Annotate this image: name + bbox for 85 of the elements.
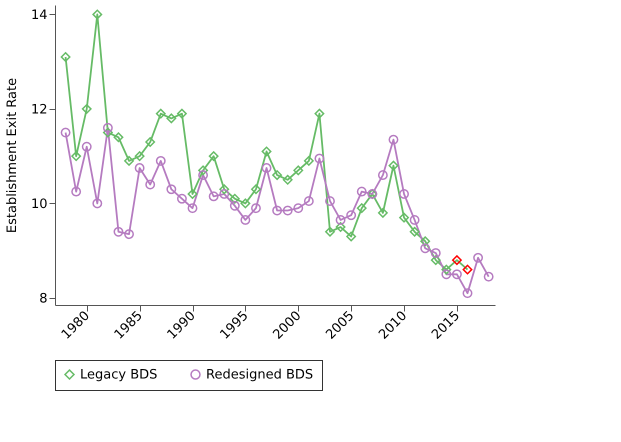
point: [198, 170, 208, 180]
point: [71, 186, 82, 197]
point: [145, 180, 156, 190]
point: [262, 146, 272, 156]
point: [92, 10, 102, 20]
point: [240, 215, 250, 225]
point: [134, 163, 145, 173]
point: [462, 288, 472, 298]
point: [325, 226, 335, 237]
point: [293, 165, 304, 176]
point: [430, 248, 441, 258]
point: [304, 196, 314, 206]
point: [114, 132, 124, 142]
point: [356, 186, 367, 197]
point: [60, 128, 71, 138]
point: [441, 269, 452, 280]
point: [71, 151, 82, 162]
point: [441, 264, 452, 274]
point: [272, 206, 282, 216]
y-tick-label: 8: [39, 291, 48, 306]
point: [282, 206, 293, 216]
point: [166, 184, 176, 194]
point: [230, 194, 240, 204]
point: [325, 196, 335, 206]
point: [293, 203, 304, 214]
point: [399, 212, 409, 223]
point: [134, 151, 145, 162]
point: [314, 108, 324, 119]
y-tick-label: 14: [30, 8, 48, 23]
point: [188, 189, 198, 199]
point: [219, 189, 230, 199]
point: [473, 252, 484, 263]
point: [452, 269, 462, 280]
point: [251, 184, 261, 194]
point: [124, 156, 134, 166]
point: [145, 137, 156, 147]
point: [230, 200, 240, 211]
point: [219, 184, 230, 194]
point: [399, 189, 409, 199]
point: [82, 142, 92, 152]
point: [282, 174, 293, 185]
point: [92, 198, 102, 208]
point: [198, 165, 208, 176]
point: [356, 203, 367, 214]
point: [208, 191, 219, 202]
point: [378, 208, 388, 218]
y-tick-label: 12: [30, 102, 48, 118]
point: [156, 108, 166, 119]
point: [262, 163, 272, 173]
point: [208, 151, 219, 162]
point: [346, 232, 356, 242]
legend-label: Legacy BDS: [80, 368, 158, 383]
point: [430, 255, 441, 266]
y-tick-label: 10: [30, 196, 48, 212]
point: [420, 236, 430, 246]
point: [251, 203, 261, 214]
point: [188, 203, 198, 214]
point: [336, 222, 346, 232]
point: [102, 128, 113, 138]
point: [462, 264, 472, 274]
point: [114, 226, 124, 237]
point: [420, 243, 430, 254]
point: [102, 122, 113, 133]
point: [336, 215, 346, 225]
point: [484, 272, 494, 282]
point: [314, 154, 324, 164]
legend-label: Redesigned BDS: [206, 368, 314, 383]
point: [272, 170, 282, 180]
point: [346, 210, 356, 220]
point: [82, 104, 92, 114]
point: [410, 226, 420, 237]
point: [452, 255, 462, 266]
point: [240, 198, 250, 208]
point: [304, 156, 314, 166]
y-axis-title: Establishment Exit Rate: [4, 78, 20, 234]
point: [156, 156, 166, 166]
point: [176, 108, 187, 119]
point: [378, 170, 388, 180]
point: [388, 160, 398, 171]
point: [166, 113, 176, 124]
point: [124, 229, 134, 240]
point: [60, 52, 71, 62]
point: [388, 134, 398, 145]
point: [176, 194, 187, 204]
point: [410, 215, 420, 225]
